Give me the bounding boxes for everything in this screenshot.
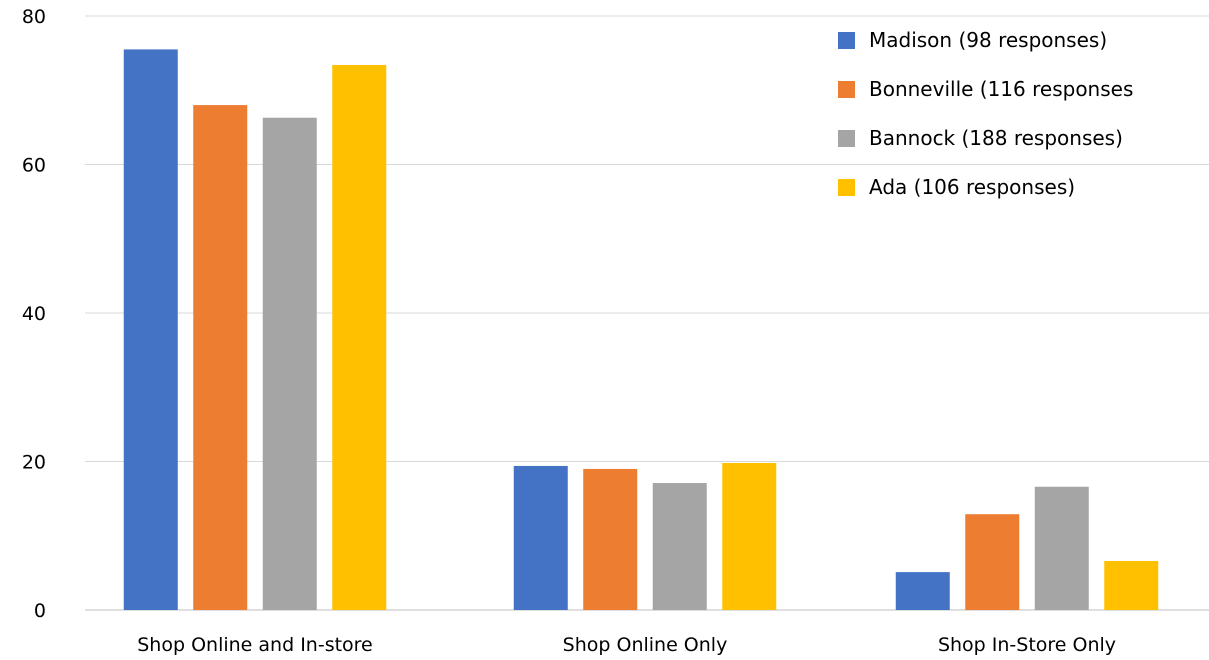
- x-category-label: Shop Online Only: [563, 634, 728, 656]
- y-tick-label: 60: [22, 155, 46, 177]
- bar-madison-1: [513, 465, 568, 610]
- legend-swatch: [838, 32, 855, 49]
- legend-label: Bonneville (116 responses: [869, 77, 1133, 101]
- bar-bonneville-0: [193, 105, 248, 610]
- x-category-label: Shop In-Store Only: [938, 634, 1116, 656]
- x-category-label: Shop Online and In-store: [137, 634, 373, 656]
- bar-bannock-1: [652, 483, 707, 610]
- legend-label: Bannock (188 responses): [869, 126, 1123, 150]
- legend-label: Ada (106 responses): [869, 175, 1075, 199]
- legend-label: Madison (98 responses): [869, 28, 1107, 52]
- y-tick-label: 40: [22, 303, 46, 325]
- bar-ada-0: [332, 65, 387, 610]
- bar-ada-1: [722, 462, 777, 610]
- x-axis-labels: Shop Online and In-store Shop Online Only…: [137, 634, 1116, 656]
- bar-madison-0: [123, 49, 178, 611]
- legend-swatch: [838, 81, 855, 98]
- bar-bannock-0: [262, 117, 317, 610]
- bar-ada-2: [1104, 560, 1159, 610]
- bar-bonneville-1: [583, 468, 638, 610]
- legend: Madison (98 responses) Bonneville (116 re…: [838, 28, 1133, 199]
- bar-bannock-2: [1034, 486, 1089, 610]
- bar-madison-2: [895, 572, 950, 610]
- legend-swatch: [838, 130, 855, 147]
- legend-swatch: [838, 179, 855, 196]
- y-tick-label: 80: [22, 6, 46, 28]
- bars: [123, 49, 1159, 611]
- y-axis-ticks: 0 20 40 60 80: [22, 6, 46, 622]
- y-tick-label: 0: [34, 600, 46, 622]
- bar-bonneville-2: [965, 514, 1020, 610]
- y-tick-label: 20: [22, 452, 46, 474]
